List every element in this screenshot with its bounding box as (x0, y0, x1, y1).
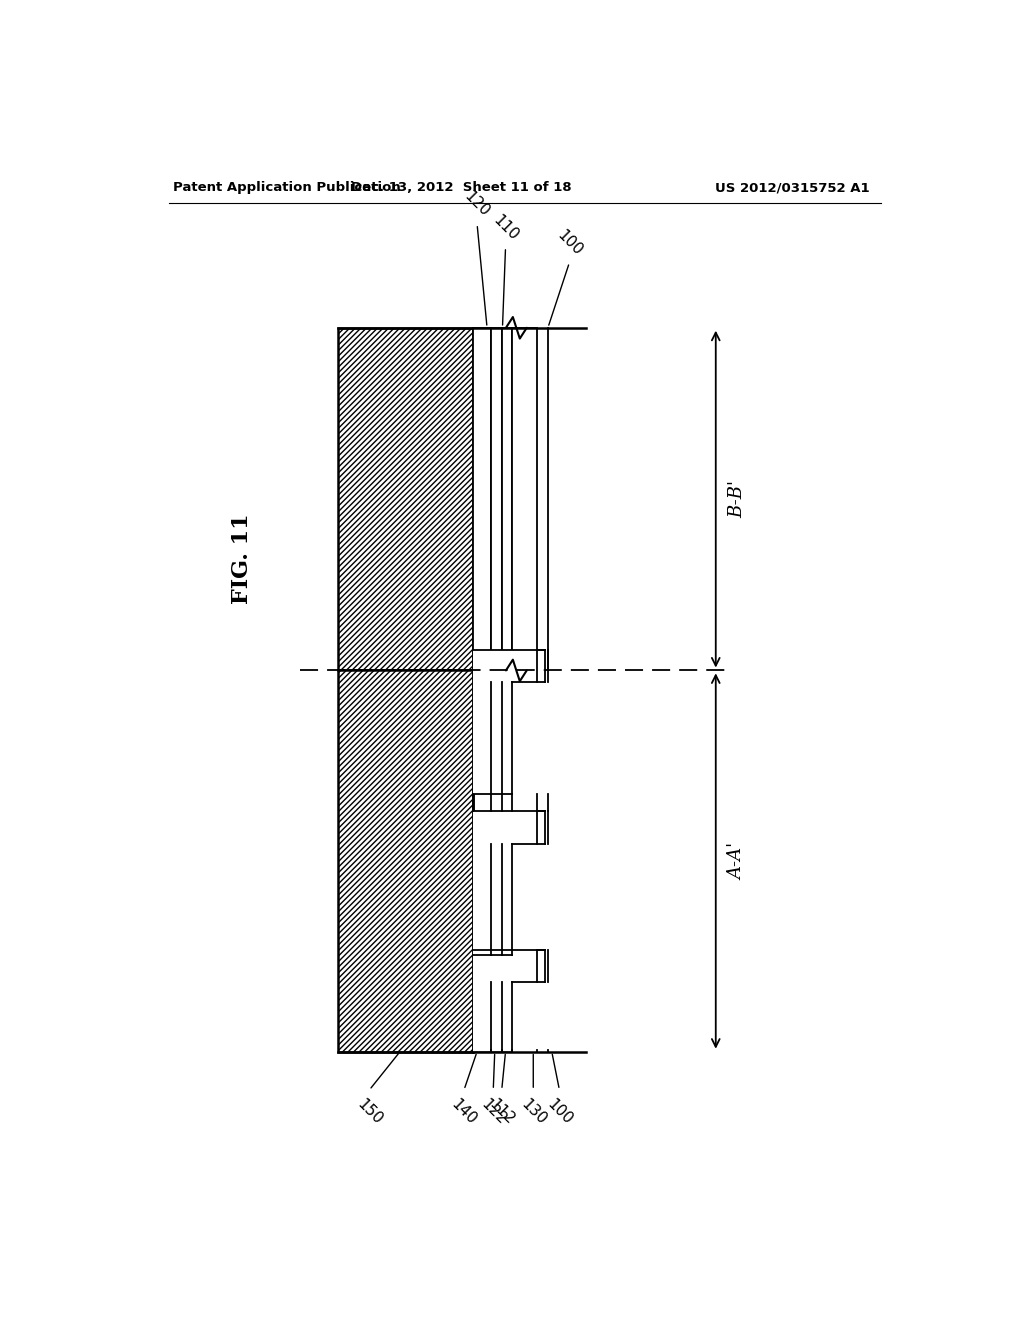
Text: 120: 120 (462, 189, 493, 220)
Bar (473, 649, 545, 682)
Bar (502, 327, 512, 671)
Text: Dec. 13, 2012  Sheet 11 of 18: Dec. 13, 2012 Sheet 11 of 18 (351, 181, 572, 194)
Bar (473, 327, 490, 671)
Text: 150: 150 (353, 1096, 385, 1127)
Bar (339, 671, 473, 1052)
Bar (339, 327, 473, 671)
Text: 112: 112 (486, 1096, 517, 1127)
Text: 122: 122 (478, 1096, 509, 1127)
Bar (473, 682, 512, 793)
Bar (512, 327, 538, 671)
Text: A-A': A-A' (728, 842, 746, 879)
Bar (473, 950, 545, 982)
Text: B-B': B-B' (728, 480, 746, 519)
Text: 110: 110 (490, 213, 521, 243)
Bar (473, 982, 512, 1052)
Text: Patent Application Publication: Patent Application Publication (173, 181, 400, 194)
Text: 130: 130 (518, 1096, 549, 1127)
Bar (490, 327, 502, 671)
Text: 140: 140 (449, 1096, 479, 1127)
Bar (473, 843, 512, 956)
Bar (473, 812, 545, 843)
Text: 100: 100 (554, 227, 585, 259)
Text: FIG. 11: FIG. 11 (230, 513, 253, 605)
Text: 100: 100 (544, 1096, 574, 1127)
Text: US 2012/0315752 A1: US 2012/0315752 A1 (715, 181, 869, 194)
